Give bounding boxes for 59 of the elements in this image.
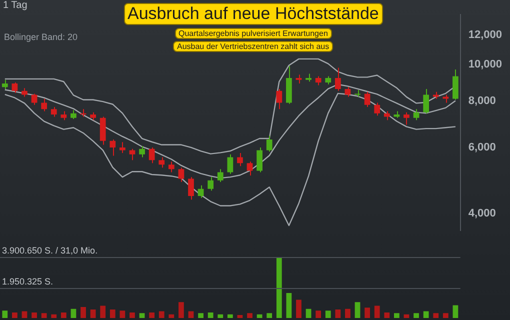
bar	[70, 308, 76, 318]
bar	[442, 313, 448, 318]
bar	[394, 313, 400, 318]
bar	[335, 309, 341, 318]
bar	[354, 302, 360, 318]
bar	[130, 312, 135, 318]
bar	[120, 310, 126, 318]
bar	[266, 313, 272, 318]
bar	[60, 312, 66, 318]
annotation: Bollinger Band: 20	[4, 32, 78, 42]
y-tick-label: 12,000	[468, 28, 502, 41]
bar	[188, 311, 194, 318]
bar	[414, 313, 419, 318]
bar	[286, 292, 292, 318]
y-tick-label: 6,000	[468, 141, 496, 154]
chart-title: Ausbruch auf neue Höchststände	[124, 3, 383, 25]
bar	[158, 311, 164, 318]
text: 1 Tag	[3, 0, 28, 11]
bar	[51, 314, 57, 318]
bar	[256, 314, 262, 318]
ref-line-label: 3.900.650 S. / 31,0 Mio.	[2, 245, 98, 256]
bar	[364, 308, 370, 318]
bar	[227, 314, 233, 318]
text: Quartalsergebnis pulverisiert Erwartungen	[174, 28, 332, 40]
bar	[90, 309, 96, 318]
bar	[325, 310, 331, 318]
bar	[100, 306, 106, 318]
bar	[41, 313, 47, 318]
bar	[12, 312, 18, 318]
bar	[345, 308, 350, 318]
annotation: Ausbau der Vertriebszentren zahlt sich aus	[173, 41, 334, 52]
bar	[149, 312, 155, 318]
bar	[110, 309, 116, 318]
bar	[374, 306, 380, 318]
bar	[208, 312, 214, 318]
bar	[80, 307, 86, 318]
bar	[237, 314, 243, 318]
bar	[433, 313, 439, 318]
bar	[32, 312, 37, 318]
y-tick-label: 8,000	[468, 94, 496, 107]
bar	[198, 313, 204, 318]
bar	[22, 311, 28, 318]
candlestick	[306, 73, 312, 82]
y-tick-label: 4,000	[468, 207, 496, 220]
bar	[276, 257, 282, 318]
bar	[316, 310, 322, 318]
ref-line-label: 1.950.325 S.	[2, 276, 54, 286]
bar	[452, 305, 458, 318]
bar	[423, 311, 429, 318]
bar	[306, 308, 312, 318]
bar	[296, 300, 302, 318]
y-tick-label: 10,000	[468, 58, 502, 71]
bar	[178, 302, 184, 318]
bar	[2, 310, 8, 318]
bar	[384, 312, 390, 318]
bar	[247, 313, 252, 318]
bar	[168, 314, 174, 318]
bar	[218, 314, 224, 318]
bar	[139, 313, 145, 318]
